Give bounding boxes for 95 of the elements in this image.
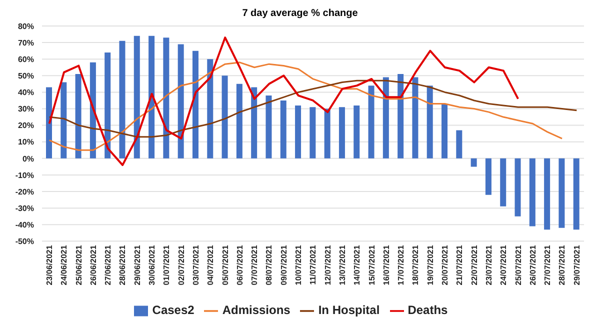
y-tick-label: -50% — [15, 237, 34, 246]
bar — [485, 158, 492, 195]
bar — [222, 76, 228, 158]
legend-label: In Hospital — [318, 303, 380, 318]
bar — [280, 100, 286, 158]
bar — [119, 40, 126, 158]
bar — [266, 96, 272, 158]
x-tick-label: 08/07/2021 — [264, 244, 274, 286]
line-series — [48, 62, 563, 151]
bar — [148, 36, 155, 158]
bar — [60, 82, 67, 158]
bar — [514, 158, 521, 216]
x-tick-label: 18/07/2021 — [411, 244, 420, 286]
x-tick-label: 28/07/2021 — [558, 244, 567, 286]
y-tick-label: 0% — [22, 154, 34, 164]
x-tick-label: 10/07/2021 — [294, 244, 304, 286]
y-tick-label: 20% — [18, 121, 34, 130]
bar — [134, 36, 140, 158]
bar — [236, 84, 242, 158]
bar — [368, 86, 374, 158]
x-tick-label: 19/07/2021 — [426, 244, 435, 286]
x-tick-label: 06/07/2021 — [235, 244, 244, 286]
x-tick-label: 15/07/2021 — [367, 244, 376, 286]
bar — [544, 158, 550, 230]
bar — [442, 104, 448, 158]
bar — [104, 52, 111, 158]
x-tick-label: 07/07/2021 — [250, 244, 260, 286]
bar — [192, 50, 198, 158]
y-tick-label: 60% — [18, 54, 34, 64]
y-tick-label: 70% — [18, 38, 34, 48]
y-tick-label: 40% — [18, 88, 34, 98]
x-tick-label: 26/07/2021 — [528, 244, 538, 286]
x-tick-label: 05/07/2021 — [220, 244, 230, 286]
legend-label: Deaths — [408, 303, 448, 318]
x-tick-label: 28/06/2021 — [118, 244, 128, 286]
bar — [529, 158, 536, 226]
x-tick-label: 03/07/2021 — [191, 244, 200, 286]
x-tick-label: 27/06/2021 — [104, 244, 113, 286]
bar — [426, 86, 433, 158]
x-tick-label: 25/06/2021 — [74, 244, 84, 286]
y-tick-label: 50% — [18, 71, 34, 80]
y-tick-label: 10% — [18, 138, 34, 147]
x-tick-label: 29/07/2021 — [572, 244, 582, 286]
x-tick-label: 09/07/2021 — [279, 244, 288, 286]
x-tick-label: 01/07/2021 — [162, 244, 172, 286]
x-tick-label: 27/07/2021 — [543, 244, 552, 286]
y-tick-label: -40% — [15, 220, 34, 230]
x-tick-label: 29/06/2021 — [132, 244, 142, 286]
bar — [207, 59, 214, 158]
y-tick-label: -20% — [15, 187, 34, 196]
x-tick-label: 24/07/2021 — [499, 244, 508, 286]
x-tick-label: 23/06/2021 — [45, 244, 54, 286]
x-tick-label: 02/07/2021 — [176, 244, 186, 286]
bar — [470, 158, 477, 167]
x-tick-label: 14/07/2021 — [352, 244, 362, 286]
bar — [456, 130, 462, 158]
y-tick-label: 30% — [18, 104, 34, 114]
bar — [412, 77, 418, 158]
x-tick-label: 22/07/2021 — [470, 244, 479, 286]
bar — [163, 38, 170, 158]
bar — [251, 87, 258, 158]
bar — [558, 158, 565, 228]
bar — [324, 108, 330, 158]
x-tick-label: 12/07/2021 — [323, 244, 332, 286]
bar — [75, 74, 82, 158]
x-tick-label: 16/07/2021 — [382, 244, 391, 286]
bar — [310, 107, 316, 158]
x-tick-label: 25/07/2021 — [514, 244, 523, 286]
line-series — [48, 80, 578, 138]
x-tick-label: 26/06/2021 — [88, 244, 98, 286]
x-tick-label: 17/07/2021 — [396, 244, 406, 286]
x-tick-label: 30/06/2021 — [148, 244, 157, 286]
chart-title: 7 day average % change — [241, 8, 359, 21]
legend-label: Admissions — [222, 303, 290, 318]
bar — [178, 44, 184, 158]
x-tick-label: 23/07/2021 — [484, 244, 494, 286]
x-tick-label: 04/07/2021 — [206, 244, 216, 286]
bar — [338, 107, 345, 158]
bar — [398, 74, 404, 158]
bar — [382, 77, 389, 158]
x-tick-label: 13/07/2021 — [338, 244, 347, 286]
legend-label: Cases2 — [152, 303, 194, 318]
bar — [573, 158, 580, 230]
bar — [46, 87, 52, 158]
x-tick-label: 20/07/2021 — [440, 244, 450, 286]
bar — [295, 105, 302, 158]
x-tick-label: 24/06/2021 — [60, 244, 69, 286]
x-tick-label: 21/07/2021 — [455, 244, 464, 286]
bar — [500, 158, 506, 206]
y-tick-label: 80% — [18, 22, 34, 31]
y-tick-label: -10% — [15, 170, 34, 180]
bar — [354, 105, 360, 158]
x-tick-label: 11/07/2021 — [308, 244, 318, 285]
line-series — [48, 36, 520, 166]
y-tick-label: -30% — [15, 204, 34, 213]
